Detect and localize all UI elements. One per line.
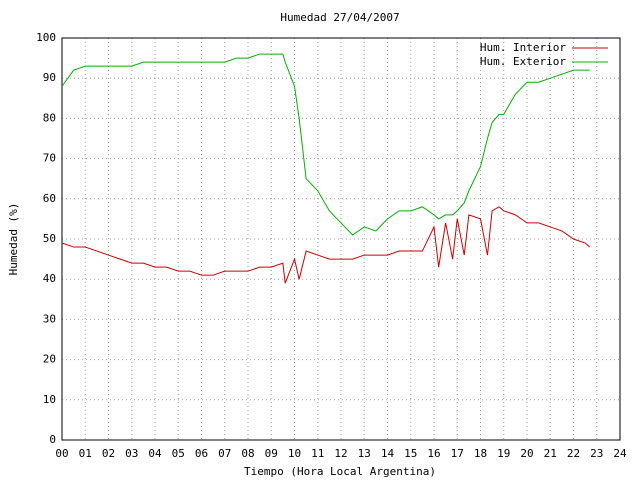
x-tick-label: 09: [265, 447, 278, 460]
x-tick-label: 22: [567, 447, 580, 460]
y-tick-label: 60: [43, 192, 56, 205]
x-tick-label: 14: [381, 447, 395, 460]
x-tick-label: 15: [404, 447, 417, 460]
x-tick-label: 21: [544, 447, 557, 460]
x-tick-label: 05: [172, 447, 185, 460]
x-tick-label: 10: [288, 447, 301, 460]
x-tick-label: 17: [451, 447, 464, 460]
x-tick-label: 02: [102, 447, 115, 460]
y-tick-label: 40: [43, 272, 56, 285]
x-tick-label: 04: [148, 447, 162, 460]
x-tick-label: 13: [358, 447, 371, 460]
x-tick-label: 06: [195, 447, 208, 460]
x-tick-label: 16: [427, 447, 440, 460]
x-tick-label: 12: [334, 447, 347, 460]
x-tick-label: 08: [241, 447, 254, 460]
y-tick-label: 90: [43, 71, 56, 84]
x-tick-label: 11: [311, 447, 324, 460]
y-tick-label: 0: [49, 433, 56, 446]
x-tick-label: 24: [613, 447, 627, 460]
chart-title: Humedad 27/04/2007: [280, 11, 399, 24]
y-tick-label: 70: [43, 152, 56, 165]
y-axis-label: Humedad (%): [7, 203, 20, 276]
plot-frame: [61, 37, 621, 441]
x-tick-label: 07: [218, 447, 231, 460]
x-tick-label: 03: [125, 447, 138, 460]
series-line: [61, 53, 590, 236]
x-tick-label: 01: [79, 447, 92, 460]
legend-label: Hum. Interior: [480, 41, 566, 54]
x-tick-label: 23: [590, 447, 603, 460]
y-tick-label: 100: [36, 31, 56, 44]
y-tick-label: 50: [43, 232, 56, 245]
y-tick-label: 20: [43, 353, 56, 366]
legend-label: Hum. Exterior: [480, 55, 566, 68]
x-tick-label: 18: [474, 447, 487, 460]
y-tick-label: 10: [43, 393, 56, 406]
series-line: [61, 206, 591, 284]
x-tick-label: 19: [497, 447, 510, 460]
x-tick-label: 20: [520, 447, 533, 460]
y-tick-label: 80: [43, 111, 56, 124]
x-axis-label: Tiempo (Hora Local Argentina): [244, 465, 436, 478]
x-tick-label: 00: [55, 447, 68, 460]
y-tick-label: 30: [43, 312, 56, 325]
